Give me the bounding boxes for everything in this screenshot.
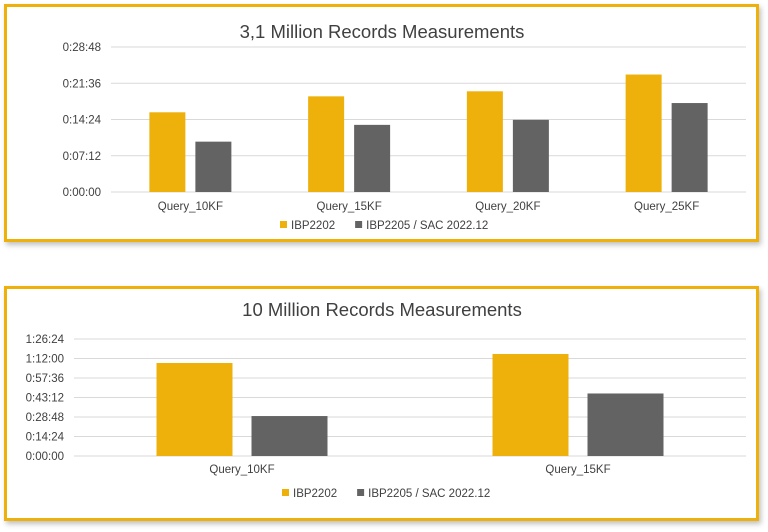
bar-query-15kf-series-1 bbox=[492, 353, 569, 456]
y-tick-label: 0:14:24 bbox=[26, 432, 65, 444]
y-axis-ticks: 0:00:00 0:07:12 0:14:24 0:21:36 0:28:48 bbox=[63, 42, 102, 199]
y-tick-label: 0:28:48 bbox=[26, 412, 64, 424]
bar-query-25kf-series-2 bbox=[671, 103, 708, 192]
bar-query-15kf-series-2 bbox=[354, 124, 391, 192]
chart-3-1-million: 3,1 Million Records Measurements 0:00:00… bbox=[63, 21, 746, 232]
y-tick-label: 1:12:00 bbox=[26, 354, 64, 366]
y-tick-label: 0:14:24 bbox=[63, 115, 102, 127]
bars bbox=[156, 353, 664, 456]
legend-label: IBP2202 bbox=[293, 488, 337, 500]
chart-title: 10 Million Records Measurements bbox=[242, 299, 522, 320]
chart-10-million: 10 Million Records Measurements 0:00:000… bbox=[26, 299, 746, 500]
x-axis-ticks: Query_10KF Query_15KF bbox=[209, 464, 610, 476]
legend-label: IBP2205 / SAC 2022.12 bbox=[366, 220, 488, 232]
y-tick-label: 0:43:12 bbox=[26, 393, 64, 405]
legend-label: IBP2202 bbox=[291, 220, 335, 232]
legend-swatch bbox=[280, 221, 287, 228]
bars bbox=[149, 74, 708, 192]
y-tick-label: 0:57:36 bbox=[26, 373, 64, 385]
legend-swatch bbox=[282, 489, 289, 496]
bar-query-25kf-series-1 bbox=[625, 74, 662, 192]
y-tick-label: 0:28:48 bbox=[63, 42, 101, 54]
y-tick-label: 0:21:36 bbox=[63, 78, 101, 90]
x-tick-label: Query_20KF bbox=[475, 201, 540, 213]
x-tick-label: Query_10KF bbox=[158, 201, 223, 213]
y-tick-label: 0:07:12 bbox=[63, 151, 101, 163]
bar-query-20kf-series-1 bbox=[466, 91, 503, 192]
y-tick-label: 1:26:24 bbox=[26, 334, 65, 346]
x-axis-ticks: Query_10KF Query_15KF Query_20KF Query_25KF bbox=[158, 201, 699, 213]
chart-panel-10-million: 10 Million Records Measurements 0:00:00 0… bbox=[4, 286, 759, 521]
y-tick-label: 0:00:00 bbox=[26, 451, 64, 463]
x-tick-label: Query_10KF bbox=[209, 464, 274, 476]
y-tick-label: 0:00:00 bbox=[63, 187, 101, 199]
bar-query-10kf-series-1 bbox=[149, 112, 186, 192]
legend: IBP2202 IBP2205 / SAC 2022.12 bbox=[282, 488, 490, 500]
legend-swatch bbox=[355, 221, 363, 228]
bar-query-20kf-series-2 bbox=[512, 119, 549, 192]
bar-query-15kf-series-2 bbox=[587, 393, 664, 456]
x-tick-label: Query_25KF bbox=[634, 201, 699, 213]
legend-swatch bbox=[357, 489, 365, 496]
chart-panel-3-1-million: 3,1 Million Records Measurements 0:00:00… bbox=[4, 4, 759, 242]
legend-label: IBP2205 / SAC 2022.12 bbox=[368, 488, 490, 500]
bar-query-15kf-series-1 bbox=[308, 96, 345, 192]
legend: IBP2202 IBP2205 / SAC 2022.12 bbox=[280, 220, 488, 232]
y-axis-ticks: 0:00:00 0:14:24 0:28:48 0:43:12 0:57:36 1:12:… bbox=[26, 334, 65, 463]
bar-query-10kf-series-1 bbox=[156, 363, 233, 456]
chart-title: 3,1 Million Records Measurements bbox=[240, 21, 525, 42]
x-tick-label: Query_15KF bbox=[317, 201, 382, 213]
bar-query-10kf-series-2 bbox=[251, 416, 328, 456]
bar-query-10kf-series-2 bbox=[195, 141, 232, 192]
x-tick-label: Query_15KF bbox=[545, 464, 610, 476]
